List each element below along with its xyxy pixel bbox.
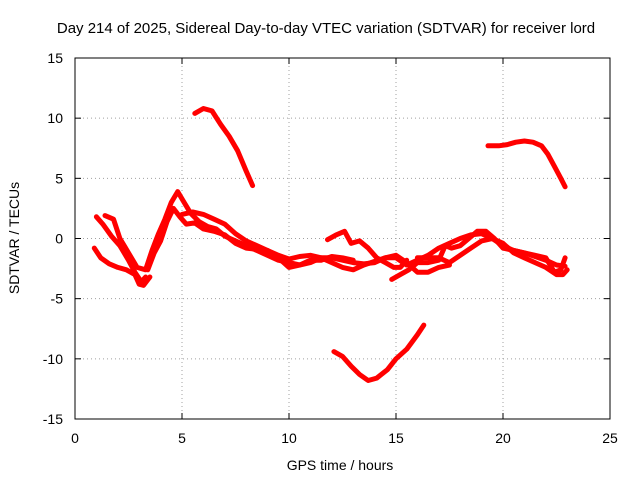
x-tick-label: 5 xyxy=(178,430,186,446)
series-arc-6 xyxy=(192,106,256,189)
y-tick-label: 0 xyxy=(55,231,63,247)
y-tick-label: 15 xyxy=(47,50,63,66)
y-tick-label: -15 xyxy=(43,411,63,427)
grid xyxy=(75,58,610,419)
x-tick-label: 15 xyxy=(388,430,404,446)
plot-area xyxy=(91,106,570,383)
x-tick-label: 10 xyxy=(281,430,297,446)
series-arc-7 xyxy=(325,228,410,270)
chart-title: Day 214 of 2025, Sidereal Day-to-day VTE… xyxy=(57,20,595,37)
x-axis-label: GPS time / hours xyxy=(287,457,394,473)
axis-ticks: 0 5 10 15 20 25 -15 -10 -5 0 5 10 15 xyxy=(43,50,618,446)
series-arc-8 xyxy=(389,228,568,282)
series-arc-2 xyxy=(91,245,153,288)
y-tick-label: 5 xyxy=(55,170,63,186)
series-arc-5 xyxy=(179,209,356,270)
x-tick-label: 25 xyxy=(602,430,618,446)
y-tick-label: 10 xyxy=(47,110,63,126)
x-tick-label: 0 xyxy=(71,430,79,446)
series-arc-1 xyxy=(93,214,149,285)
y-tick-label: -5 xyxy=(51,291,64,307)
y-axis-label: SDTVAR / TECUs xyxy=(6,182,22,294)
series-arc-9 xyxy=(414,236,570,278)
series-arc-10 xyxy=(331,322,427,383)
x-tick-label: 20 xyxy=(495,430,511,446)
y-tick-label: -10 xyxy=(43,351,63,367)
series-arc-11 xyxy=(485,138,568,190)
